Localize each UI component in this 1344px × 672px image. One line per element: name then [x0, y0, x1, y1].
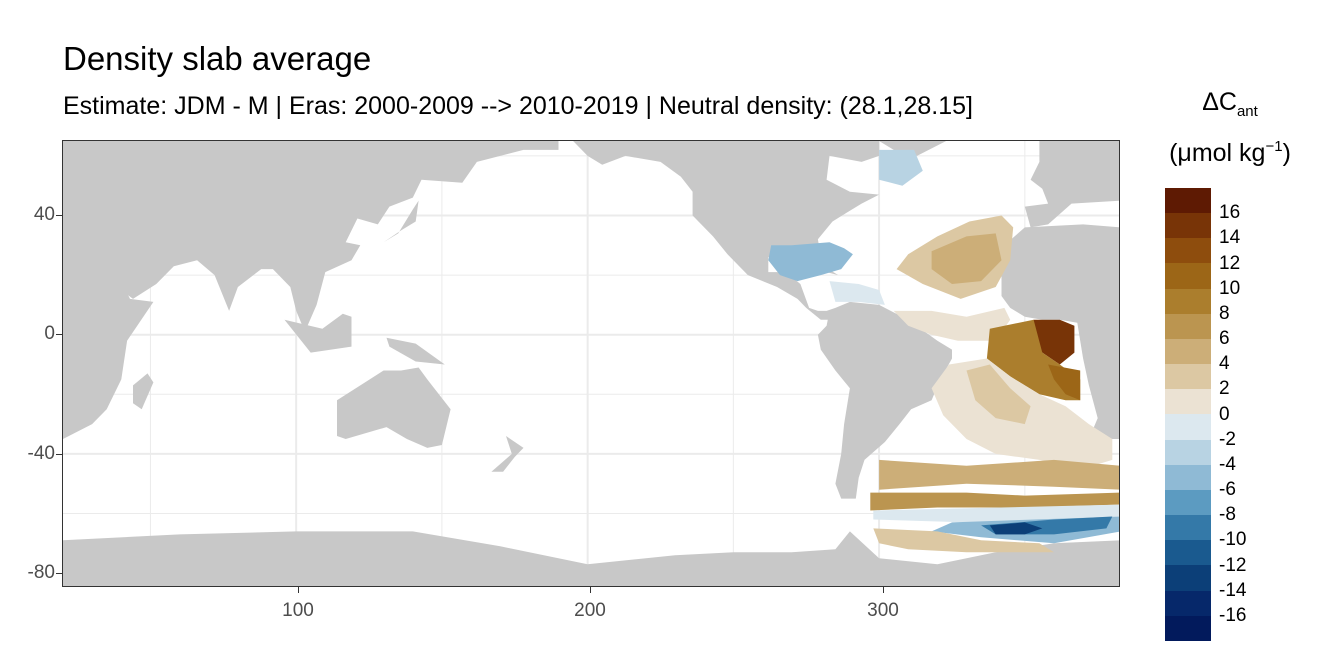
land-north-america	[558, 141, 880, 320]
legend-swatch	[1165, 565, 1211, 591]
legend-title: ΔCant	[1160, 88, 1300, 120]
legend-label: -8	[1219, 504, 1236, 526]
legend-title-subscript: ant	[1236, 103, 1258, 120]
legend-swatch	[1165, 615, 1211, 641]
field-caribbean	[829, 281, 885, 305]
legend-label: 10	[1219, 277, 1241, 299]
legend-swatch	[1165, 540, 1211, 566]
land-iberia-europe	[1024, 141, 1119, 228]
legend-label: -2	[1219, 428, 1236, 450]
legend-colorbar	[1165, 188, 1211, 641]
x-tick-mark	[590, 587, 591, 593]
legend-label: -14	[1219, 579, 1247, 601]
y-tick-mark	[56, 334, 62, 335]
legend-unit-open: (μmol kg	[1169, 139, 1266, 167]
y-tick-label: 40	[33, 204, 55, 225]
legend-swatch	[1165, 439, 1211, 465]
legend-label: 16	[1219, 202, 1241, 224]
land-eurasia	[63, 141, 559, 332]
legend-label: -4	[1219, 453, 1236, 475]
field-north-atlantic-core	[931, 233, 1002, 284]
field-weddell-core	[989, 522, 1043, 535]
legend-label: -16	[1219, 604, 1247, 626]
legend-swatch	[1165, 515, 1211, 541]
field-angola-basin	[1048, 364, 1081, 401]
legend-label: -6	[1219, 479, 1236, 500]
y-tick-label: -80	[27, 562, 55, 583]
legend-label: 8	[1219, 302, 1230, 324]
field-labrador	[879, 149, 923, 186]
land-australia	[337, 367, 451, 448]
x-tick-label: 300	[867, 600, 899, 621]
legend-swatch	[1165, 464, 1211, 490]
land-africa-west	[1001, 224, 1119, 439]
land-new-zealand	[491, 436, 524, 472]
legend-swatch	[1165, 213, 1211, 239]
y-tick-label: -40	[27, 443, 55, 464]
field-southern-ocean-light	[873, 504, 1119, 523]
legend-label: -10	[1219, 529, 1247, 551]
map-panel	[62, 140, 1120, 587]
legend-label: 2	[1219, 378, 1230, 400]
x-tick-label: 200	[574, 600, 606, 621]
field-south-atlantic-tan	[966, 364, 1031, 425]
legend-label: 4	[1219, 353, 1230, 375]
chart-subtitle: Estimate: JDM - M | Eras: 2000-2009 --> …	[63, 92, 973, 120]
y-tick-label: 0	[44, 323, 55, 344]
legend-swatch	[1165, 188, 1211, 214]
x-tick-mark	[883, 587, 884, 593]
legend-unit-close: )	[1282, 139, 1291, 167]
legend-label: 12	[1219, 252, 1241, 274]
legend-swatch	[1165, 489, 1211, 516]
field-equatorial-atlantic	[893, 307, 1011, 341]
field-weddell-shelf	[873, 528, 1054, 553]
legend-swatch	[1165, 238, 1211, 264]
legend-label: 14	[1219, 227, 1241, 249]
legend-swatch	[1165, 288, 1211, 314]
land-japan	[383, 200, 419, 243]
map-svg	[63, 141, 1119, 586]
land-africa-east	[63, 239, 154, 439]
legend-swatch	[1165, 414, 1211, 440]
chart-title: Density slab average	[63, 40, 372, 77]
land-masses	[63, 141, 1119, 586]
x-tick-label: 100	[282, 600, 314, 621]
legend-label: 0	[1219, 403, 1230, 425]
dcant-field	[768, 149, 1119, 553]
legend-title-main: ΔC	[1202, 88, 1237, 116]
legend-unit: (μmol kg−1)	[1160, 138, 1300, 168]
legend-swatch	[1165, 364, 1211, 390]
field-gulf-of-mexico	[768, 242, 853, 282]
legend-label: 6	[1219, 328, 1230, 349]
legend-unit-superscript: −1	[1265, 138, 1283, 155]
legend-swatch	[1165, 313, 1211, 339]
land-madagascar	[133, 373, 154, 410]
legend-swatch	[1165, 263, 1211, 289]
field-gulf-of-guinea	[1030, 319, 1075, 365]
y-tick-mark	[56, 573, 62, 574]
land-new-guinea	[386, 337, 445, 365]
legend-swatch	[1165, 338, 1211, 365]
land-borneo-sumatra	[284, 313, 352, 353]
legend-swatch	[1165, 590, 1211, 616]
land-antarctica	[63, 531, 1119, 586]
field-southern-ocean-band	[879, 459, 1119, 490]
legend-swatch	[1165, 389, 1211, 415]
x-tick-mark	[298, 587, 299, 593]
land-south-america	[817, 304, 952, 499]
legend-label: -12	[1219, 554, 1247, 576]
field-southern-ocean-band2	[870, 492, 1119, 511]
y-tick-mark	[56, 454, 62, 455]
y-tick-mark	[56, 215, 62, 216]
